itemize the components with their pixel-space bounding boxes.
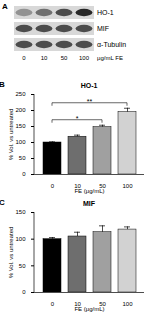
svg-text:% Vol. vs untreated: % Vol. vs untreated bbox=[8, 109, 14, 161]
svg-text:A: A bbox=[2, 2, 8, 11]
svg-text:100: 100 bbox=[79, 55, 90, 61]
svg-text:MIF: MIF bbox=[97, 25, 109, 32]
svg-text:100: 100 bbox=[15, 236, 26, 242]
svg-text:FE (μg/mL): FE (μg/mL) bbox=[74, 306, 104, 312]
svg-text:0: 0 bbox=[51, 183, 55, 189]
svg-text:μg/mL FE: μg/mL FE bbox=[97, 55, 123, 61]
svg-text:MIF: MIF bbox=[83, 200, 96, 207]
svg-text:0: 0 bbox=[22, 171, 26, 177]
svg-text:HO-1: HO-1 bbox=[97, 9, 114, 16]
svg-text:100: 100 bbox=[122, 183, 133, 189]
svg-text:0: 0 bbox=[22, 55, 26, 61]
svg-text:100: 100 bbox=[122, 301, 133, 307]
svg-text:50: 50 bbox=[99, 182, 106, 189]
svg-text:150: 150 bbox=[15, 123, 26, 129]
svg-text:α-Tubulin: α-Tubulin bbox=[97, 41, 126, 48]
svg-text:% Vol. vs untreated: % Vol. vs untreated bbox=[8, 227, 14, 279]
svg-text:50: 50 bbox=[19, 263, 26, 269]
svg-text:150: 150 bbox=[15, 209, 26, 215]
svg-text:100: 100 bbox=[15, 139, 26, 145]
svg-text:HO-1: HO-1 bbox=[81, 82, 98, 89]
svg-text:0: 0 bbox=[51, 301, 55, 307]
svg-text:FE (μg/mL): FE (μg/mL) bbox=[74, 188, 104, 194]
svg-text:10: 10 bbox=[41, 55, 48, 61]
svg-text:50: 50 bbox=[19, 155, 26, 161]
svg-text:200: 200 bbox=[15, 107, 26, 113]
svg-text:10: 10 bbox=[74, 182, 81, 189]
svg-text:C: C bbox=[0, 198, 5, 207]
svg-text:B: B bbox=[0, 80, 5, 89]
svg-text:10: 10 bbox=[74, 300, 81, 307]
svg-text:50: 50 bbox=[61, 55, 68, 61]
svg-text:0: 0 bbox=[22, 289, 26, 295]
svg-text:50: 50 bbox=[99, 300, 106, 307]
svg-text:**: ** bbox=[87, 98, 93, 105]
svg-text:250: 250 bbox=[15, 91, 26, 97]
svg-text:*: * bbox=[76, 115, 79, 122]
